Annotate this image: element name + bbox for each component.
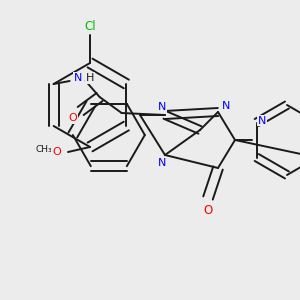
Text: N: N — [158, 158, 166, 168]
Text: Cl: Cl — [84, 20, 96, 34]
Text: CH₃: CH₃ — [36, 146, 52, 154]
Text: O: O — [52, 147, 62, 157]
Text: O: O — [203, 203, 213, 217]
Text: N: N — [222, 101, 230, 111]
Text: H: H — [85, 73, 94, 83]
Text: N: N — [74, 73, 82, 83]
Text: N: N — [158, 102, 166, 112]
Text: N: N — [257, 116, 266, 125]
Text: O: O — [68, 113, 77, 123]
